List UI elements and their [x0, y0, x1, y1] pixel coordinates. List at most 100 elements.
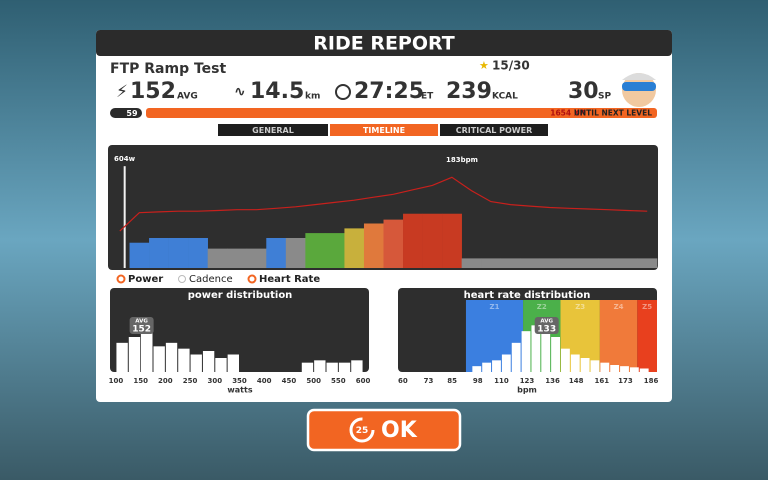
- histogram-bar: [227, 354, 239, 372]
- histogram-bar: [501, 354, 511, 372]
- x-axis-label: bpm: [517, 386, 537, 395]
- x-tick-label: 550: [331, 377, 346, 385]
- histogram-bar: [610, 365, 620, 372]
- x-tick-label: 500: [306, 377, 321, 385]
- power-bar: [149, 237, 169, 268]
- x-axis-label: watts: [227, 386, 252, 395]
- histogram-bar: [541, 319, 551, 372]
- stat-unit: SP: [598, 92, 611, 102]
- histogram-bar: [492, 360, 501, 372]
- x-tick-label: 300: [207, 377, 222, 385]
- histogram-bar: [600, 362, 610, 372]
- x-tick-label: 173: [618, 377, 633, 385]
- x-tick-label: 110: [494, 377, 509, 385]
- tab-label[interactable]: GENERAL: [252, 126, 294, 135]
- xp-bar: [146, 108, 657, 118]
- title: RIDE REPORT: [313, 33, 455, 55]
- hr-zone: [637, 300, 657, 372]
- legend-label[interactable]: Power: [128, 274, 163, 285]
- x-tick-label: 161: [595, 377, 610, 385]
- timeline-panel: [108, 145, 658, 270]
- ok-button[interactable]: [306, 408, 462, 452]
- zone-label: Z1: [490, 303, 500, 311]
- hr-dist-title: heart rate distribution: [464, 290, 591, 301]
- legend-marker[interactable]: [178, 275, 186, 283]
- avg-label: AVG: [540, 319, 553, 325]
- stat-value: 30: [568, 79, 599, 104]
- avg-badge: [534, 317, 559, 334]
- power-bar: [168, 237, 189, 268]
- power-icon: ⚡: [116, 82, 128, 102]
- x-tick-label: 450: [282, 377, 297, 385]
- tab[interactable]: [440, 124, 548, 136]
- histogram-bar: [629, 367, 639, 372]
- stat-value: 14.5: [250, 79, 304, 104]
- zone-label: Z2: [537, 303, 547, 311]
- histogram-bar: [165, 342, 178, 372]
- histogram-bar: [580, 358, 590, 372]
- avatar: [622, 73, 656, 107]
- histogram-bar: [153, 346, 165, 372]
- power-bar: [266, 237, 287, 268]
- histogram-bar: [560, 348, 570, 372]
- tab-label[interactable]: TIMELINE: [363, 126, 405, 135]
- legend-label[interactable]: Cadence: [189, 274, 233, 285]
- legend-marker[interactable]: [247, 274, 257, 284]
- tab-label[interactable]: CRITICAL POWER: [456, 126, 533, 135]
- tab[interactable]: [218, 124, 328, 136]
- histogram-bar: [551, 337, 560, 372]
- star-icon: ★: [479, 59, 489, 72]
- histogram-bar: [301, 362, 314, 372]
- stat-value: 27:25: [354, 79, 424, 104]
- power-bar: [403, 213, 423, 268]
- power-bar: [442, 213, 462, 268]
- histogram-bar: [570, 354, 580, 372]
- power-bar: [500, 258, 521, 268]
- histogram-bar: [620, 366, 629, 372]
- ok-label[interactable]: OK: [381, 418, 418, 443]
- histogram-bar: [338, 362, 351, 372]
- x-tick-label: 60: [398, 377, 408, 385]
- power-bar: [305, 233, 326, 268]
- power-bar: [246, 248, 267, 268]
- xp-text: UNTIL NEXT LEVEL: [574, 109, 652, 118]
- histogram-bar: [482, 362, 492, 372]
- power-bar: [598, 258, 619, 268]
- avatar-glasses: [622, 82, 656, 91]
- histogram-bar: [190, 354, 202, 372]
- xp: 1654 XP: [550, 109, 585, 118]
- stat-value: 152: [130, 79, 176, 104]
- stat-unit: ET: [421, 92, 434, 102]
- x-tick-label: 100: [109, 377, 124, 385]
- avg-label: AVG: [135, 319, 148, 325]
- x-tick-label: 73: [424, 377, 434, 385]
- distance-icon: ∿: [234, 84, 246, 100]
- countdown-ring: [349, 417, 375, 443]
- histogram-bar: [531, 325, 541, 372]
- stars: 15/30: [492, 59, 530, 73]
- time-icon: [335, 84, 351, 100]
- power-bar: [324, 233, 345, 268]
- power-bar: [285, 237, 306, 268]
- zone-label: Z5: [642, 303, 652, 311]
- distributions: 100 150 200 250 300 350 400 450 500 550 600AVG1526…: [109, 317, 659, 385]
- max-power-label: 604w: [114, 155, 136, 163]
- power-bar: [227, 248, 248, 268]
- stat-value: 239: [446, 79, 492, 104]
- heart-rate-line: [119, 176, 648, 232]
- x-tick-label: 148: [569, 377, 584, 385]
- power-bar: [344, 228, 365, 268]
- avg-value: 152: [132, 325, 151, 335]
- zone-label: Z4: [614, 303, 624, 311]
- hr-zone: [599, 300, 638, 372]
- tab-active[interactable]: [330, 124, 438, 136]
- histogram-bar: [314, 360, 326, 372]
- legend-label[interactable]: Heart Rate: [259, 274, 320, 285]
- x-tick-label: 85: [447, 377, 457, 385]
- x-tick-label: 98: [473, 377, 483, 385]
- histogram-bar: [351, 360, 363, 372]
- x-tick-label: 200: [158, 377, 173, 385]
- legend-marker[interactable]: [116, 274, 126, 284]
